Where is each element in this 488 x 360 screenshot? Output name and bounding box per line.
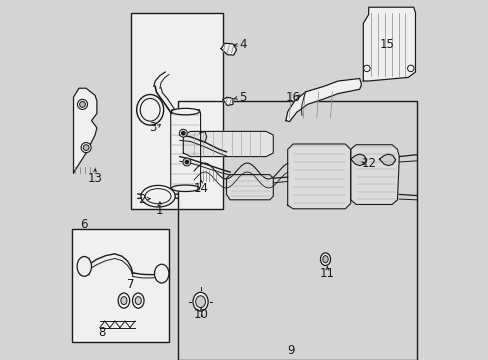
Ellipse shape (193, 292, 208, 311)
Ellipse shape (137, 94, 163, 125)
Ellipse shape (171, 108, 199, 115)
Polygon shape (223, 97, 232, 105)
Ellipse shape (121, 297, 127, 305)
Text: 16: 16 (285, 91, 300, 104)
Text: 14: 14 (193, 183, 208, 195)
Polygon shape (350, 154, 366, 166)
Polygon shape (285, 78, 361, 122)
Polygon shape (287, 144, 350, 209)
FancyBboxPatch shape (72, 229, 168, 342)
Text: 10: 10 (193, 309, 208, 321)
Ellipse shape (179, 129, 187, 137)
Ellipse shape (171, 185, 199, 192)
Text: 9: 9 (287, 345, 294, 357)
Text: 11: 11 (319, 267, 334, 280)
Ellipse shape (145, 189, 171, 204)
Ellipse shape (77, 256, 91, 276)
Text: 8: 8 (99, 327, 106, 339)
Polygon shape (350, 145, 399, 204)
Polygon shape (183, 131, 273, 157)
Ellipse shape (154, 264, 168, 283)
Ellipse shape (77, 99, 87, 109)
Polygon shape (199, 131, 206, 142)
Text: 1: 1 (156, 204, 163, 217)
Ellipse shape (183, 158, 190, 166)
Ellipse shape (83, 145, 89, 150)
Ellipse shape (132, 293, 144, 308)
Text: 13: 13 (87, 172, 102, 185)
Text: 15: 15 (379, 39, 393, 51)
Ellipse shape (322, 256, 327, 263)
Ellipse shape (140, 99, 160, 121)
Text: 5: 5 (239, 91, 246, 104)
Text: 7: 7 (127, 278, 135, 291)
FancyBboxPatch shape (131, 13, 223, 209)
Ellipse shape (363, 65, 369, 72)
Ellipse shape (141, 185, 175, 207)
Ellipse shape (320, 253, 330, 265)
Text: 4: 4 (239, 39, 246, 51)
Ellipse shape (181, 131, 185, 135)
Ellipse shape (80, 102, 85, 107)
Polygon shape (363, 7, 415, 81)
Polygon shape (73, 88, 97, 173)
Text: 6: 6 (81, 219, 88, 231)
Polygon shape (170, 110, 200, 189)
Polygon shape (221, 43, 236, 55)
Polygon shape (379, 154, 395, 166)
Ellipse shape (135, 297, 141, 305)
Text: 2: 2 (138, 193, 145, 206)
Ellipse shape (81, 143, 91, 153)
Ellipse shape (185, 160, 188, 164)
Ellipse shape (118, 293, 129, 308)
Polygon shape (226, 175, 273, 200)
Text: 12: 12 (361, 157, 375, 170)
Ellipse shape (407, 65, 413, 72)
Text: 3: 3 (149, 121, 156, 134)
Ellipse shape (195, 296, 205, 307)
